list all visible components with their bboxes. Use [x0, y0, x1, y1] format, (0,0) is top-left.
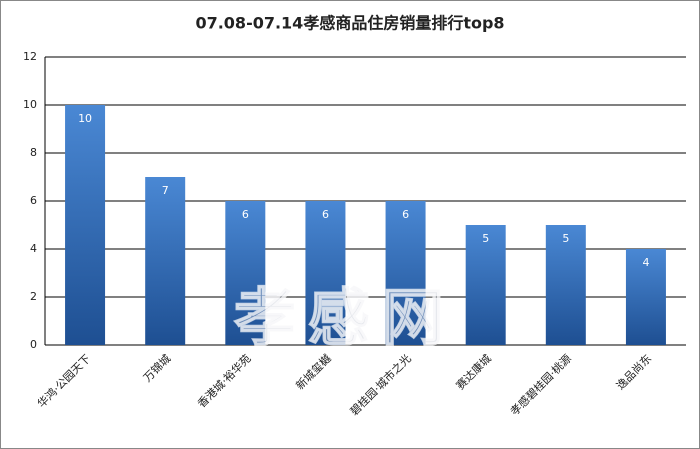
bar	[65, 105, 106, 345]
data-label: 5	[562, 232, 569, 245]
bar	[385, 201, 426, 345]
y-tick-label: 2	[30, 290, 37, 303]
y-tick-label: 10	[23, 98, 37, 111]
data-label: 7	[162, 184, 169, 197]
bar	[625, 249, 666, 345]
y-tick-label: 0	[30, 338, 37, 351]
y-tick-label: 4	[30, 242, 37, 255]
bars: 10 7 6 6 6 5 5 4	[65, 105, 666, 345]
y-tick-label: 12	[23, 50, 37, 63]
chart-title: 07.08-07.14孝感商品住房销量排行top8	[195, 14, 504, 33]
data-label: 10	[78, 112, 92, 125]
bar	[145, 177, 186, 345]
data-label: 6	[242, 208, 249, 221]
data-label: 6	[322, 208, 329, 221]
bar	[305, 201, 346, 345]
bar	[465, 225, 506, 345]
bar	[545, 225, 586, 345]
data-label: 4	[642, 256, 649, 269]
y-tick-label: 6	[30, 194, 37, 207]
bar	[225, 201, 266, 345]
watermark: 孝感网	[234, 281, 456, 354]
y-tick-label: 8	[30, 146, 37, 159]
data-label: 6	[402, 208, 409, 221]
data-label: 5	[482, 232, 489, 245]
